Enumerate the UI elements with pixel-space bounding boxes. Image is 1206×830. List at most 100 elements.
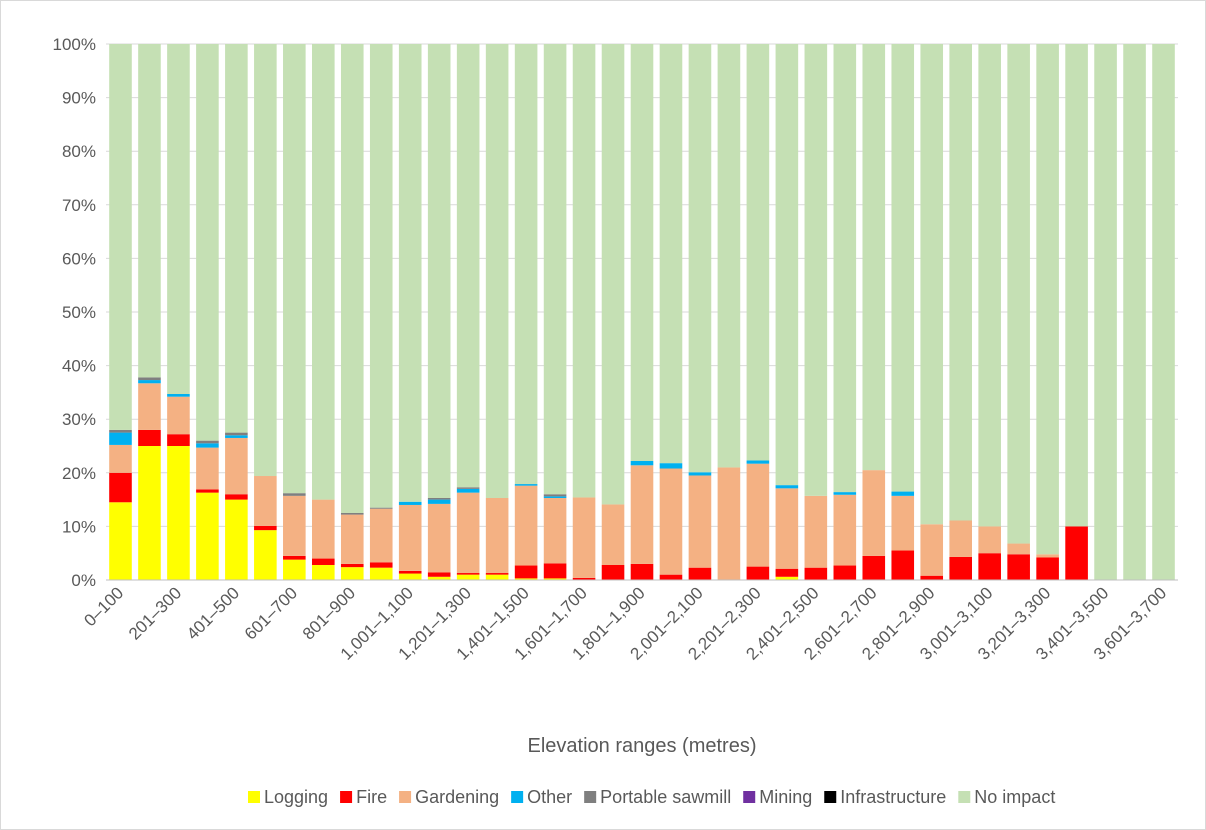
bar-segment (891, 491, 915, 496)
bar-segment (630, 461, 654, 466)
bar-segment (949, 44, 973, 521)
legend-label: Fire (356, 787, 387, 807)
bar-segment (138, 377, 161, 381)
bar-segment (283, 44, 306, 494)
bar-segment (717, 467, 741, 580)
bar-segment (109, 44, 132, 430)
legend-label: Logging (264, 787, 328, 807)
bar-segment (775, 488, 799, 569)
bar-segment (254, 530, 277, 580)
bar-segment (1007, 543, 1030, 555)
bar-segment (340, 44, 364, 513)
bar-segment (427, 497, 451, 500)
bar-segment (340, 563, 364, 568)
bar-segment (109, 502, 132, 580)
bar-segment (167, 394, 190, 397)
bar-segment (225, 44, 248, 433)
bar-segment (138, 383, 161, 430)
bar-segment (167, 396, 190, 435)
bar-segment (775, 485, 799, 489)
bar-segment (862, 44, 886, 471)
bar-segment (225, 432, 248, 436)
bar-segment (167, 44, 190, 395)
legend-swatch (958, 791, 971, 803)
bar-segment (1036, 557, 1059, 580)
bar-segment (601, 504, 625, 565)
bar-segment (688, 44, 712, 473)
bar-segment (340, 514, 364, 564)
bar-segment (659, 44, 683, 464)
bar-segment (1123, 44, 1146, 580)
bar-segment (514, 484, 538, 486)
bar-segment (138, 44, 161, 378)
bar-segment (225, 437, 248, 495)
bar-segment (543, 578, 567, 580)
bar-segment (949, 520, 973, 557)
bar-segment (167, 446, 190, 580)
bar-segment (109, 472, 132, 503)
legend-swatch (824, 791, 837, 803)
bar-segment (543, 497, 567, 564)
bar-segment (456, 573, 480, 575)
bar-segment (225, 435, 248, 438)
bar-segment (456, 492, 480, 574)
bar-segment (630, 563, 654, 580)
bar-segment (1007, 44, 1030, 544)
bar-segment (225, 494, 248, 500)
bar-segment (196, 492, 219, 580)
bar-segment (746, 463, 770, 567)
bar-segment (775, 568, 799, 577)
bar-segment (109, 444, 132, 473)
bar-segment (775, 44, 799, 486)
bar-segment (427, 572, 451, 577)
bar-segment (1152, 44, 1175, 580)
bar-segment (109, 429, 132, 433)
bar-segment (862, 555, 886, 580)
legend-swatch (399, 791, 412, 803)
bar-segment (804, 495, 828, 568)
bar-segment (862, 470, 886, 556)
bar-segment (196, 44, 219, 441)
bar-segment (485, 573, 509, 575)
bar-segment (775, 576, 799, 580)
y-tick-label: 0% (71, 571, 96, 590)
bar-segment (196, 489, 219, 493)
bar-segment (283, 493, 306, 496)
bar-segment (920, 524, 944, 576)
legend-swatch (248, 791, 260, 803)
bar-segment (283, 555, 306, 560)
bar-segment (514, 485, 538, 566)
bar-segment (138, 446, 161, 580)
bar-segment (804, 567, 828, 580)
bar-segment (659, 574, 683, 580)
bar-segment (283, 559, 306, 580)
bar-segment (427, 576, 451, 580)
bar-segment (456, 44, 480, 488)
bar-segment (601, 44, 625, 505)
bar-segment (833, 492, 857, 495)
bar-segment (688, 472, 712, 476)
bar-segment (138, 429, 161, 446)
y-tick-label: 20% (62, 464, 96, 483)
bar-segment (543, 563, 567, 579)
bar-segment (398, 570, 422, 574)
legend-swatch (511, 791, 524, 803)
bar-segment (456, 487, 480, 489)
legend-label: Other (527, 787, 572, 807)
bar-segment (891, 44, 915, 492)
y-tick-label: 40% (62, 357, 96, 376)
bar-segment (340, 513, 364, 515)
y-tick-label: 100% (53, 35, 96, 54)
bar-segment (369, 567, 393, 580)
legend-label: Portable sawmill (600, 787, 731, 807)
bar-segment (369, 508, 393, 563)
bar-segment (196, 447, 219, 490)
y-tick-label: 60% (62, 249, 96, 268)
bar-segment (369, 44, 393, 508)
bar-segment (514, 578, 538, 580)
bar-segment (572, 577, 596, 580)
legend-label: No impact (974, 787, 1055, 807)
bar-segment (311, 44, 335, 500)
bar-segment (196, 443, 219, 448)
